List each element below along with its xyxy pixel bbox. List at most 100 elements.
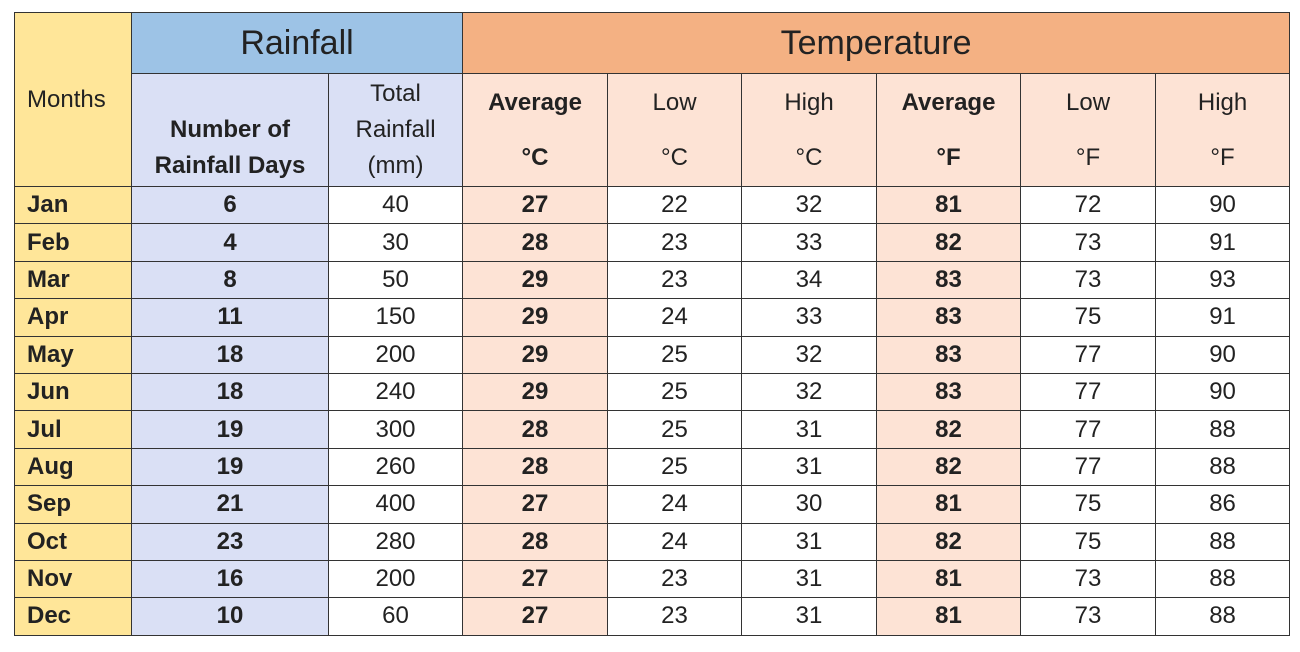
month-cell: Jul (14, 410, 132, 449)
data-cell: 73 (1020, 260, 1157, 300)
header-line: Low (1066, 89, 1111, 116)
data-cell: 18 (131, 372, 329, 412)
header-line: °F (1075, 144, 1101, 171)
data-cell: 32 (741, 335, 878, 374)
data-cell: 90 (1155, 372, 1291, 412)
data-cell: 75 (1020, 298, 1157, 337)
column-header: Low °F (1020, 73, 1157, 187)
data-cell: 30 (741, 485, 878, 524)
header-line: °C (521, 144, 549, 171)
header-line: °F (936, 144, 961, 171)
data-cell: 28 (462, 223, 609, 262)
table-row: May 18 200 29 25 32 83 77 90 (14, 335, 1291, 374)
data-cell: 19 (131, 447, 329, 487)
month-cell: Jan (14, 185, 132, 225)
table-row: Jun 18 240 29 25 32 83 77 90 (14, 372, 1291, 412)
column-header: Average °F (876, 73, 1022, 187)
data-cell: 27 (462, 485, 609, 524)
data-cell: 23 (607, 559, 743, 599)
data-cell: 16 (131, 559, 329, 599)
data-cell: 23 (607, 223, 743, 262)
data-cell: 11 (131, 298, 329, 337)
table-row: Apr 11 150 29 24 33 83 75 91 (14, 298, 1291, 337)
data-cell: 24 (607, 298, 743, 337)
data-cell: 73 (1020, 597, 1157, 636)
data-cell: 31 (741, 447, 878, 487)
column-header-row: Number of Rainfall Days Total Rainfall (mm) A… (15, 73, 1291, 187)
data-cell: 86 (1155, 485, 1291, 524)
table-row: Mar 8 50 29 23 34 83 73 93 (14, 260, 1291, 300)
data-cell: 82 (876, 447, 1022, 487)
data-cell: 90 (1155, 335, 1291, 374)
data-cell: 75 (1020, 485, 1157, 524)
data-cell: 150 (327, 298, 464, 337)
table-row: Feb 4 30 28 23 33 82 73 91 (14, 223, 1291, 262)
data-cell: 33 (741, 223, 878, 262)
data-cell: 33 (741, 298, 878, 337)
column-header: Total Rainfall (mm) (327, 73, 464, 187)
data-cell: 82 (876, 410, 1022, 449)
data-cell: 88 (1155, 410, 1291, 449)
data-cell: 81 (876, 485, 1022, 524)
data-cell: 25 (607, 410, 743, 449)
data-cell: 77 (1020, 447, 1157, 487)
data-cell: 280 (327, 522, 464, 561)
data-cell: 28 (462, 522, 609, 561)
header-line: °C (795, 144, 823, 171)
data-cell: 82 (876, 223, 1022, 262)
data-cell: 31 (741, 597, 878, 636)
data-cell: 93 (1155, 260, 1291, 300)
data-cell: 83 (876, 298, 1022, 337)
data-cell: 200 (327, 335, 464, 374)
header-line: (mm) (367, 152, 424, 179)
data-cell: 25 (607, 372, 743, 412)
table-row: Sep 21 400 27 24 30 81 75 86 (14, 485, 1291, 524)
month-cell: May (14, 335, 132, 374)
table-row: Jul 19 300 28 25 31 82 77 88 (14, 410, 1291, 449)
data-cell: 23 (607, 597, 743, 636)
data-cell: 28 (462, 410, 609, 449)
header-line: High (784, 89, 834, 116)
column-header: High °F (1155, 73, 1291, 187)
data-cell: 83 (876, 372, 1022, 412)
month-cell: Oct (14, 522, 132, 561)
header-line: Number of (170, 116, 290, 143)
months-header: Months (14, 12, 132, 187)
data-cell: 72 (1020, 185, 1157, 225)
data-cell: 4 (131, 223, 329, 262)
month-cell: Feb (14, 223, 132, 262)
data-cell: 22 (607, 185, 743, 225)
group-header-row: Months Rainfall Temperature (14, 12, 1291, 187)
data-cell: 91 (1155, 223, 1291, 262)
data-cell: 27 (462, 597, 609, 636)
month-cell: Dec (14, 597, 132, 636)
data-cell: 24 (607, 522, 743, 561)
data-cell: 77 (1020, 372, 1157, 412)
month-cell: Sep (14, 485, 132, 524)
month-cell: Apr (14, 298, 132, 337)
column-header: Number of Rainfall Days (131, 73, 329, 187)
data-cell: 31 (741, 559, 878, 599)
data-cell: 31 (741, 410, 878, 449)
data-cell: 40 (327, 185, 464, 225)
data-cell: 29 (462, 335, 609, 374)
data-cell: 21 (131, 485, 329, 524)
data-cell: 6 (131, 185, 329, 225)
header-line: Low (652, 89, 697, 116)
data-cell: 25 (607, 335, 743, 374)
data-cell: 300 (327, 410, 464, 449)
data-cell: 8 (131, 260, 329, 300)
data-cell: 24 (607, 485, 743, 524)
data-cell: 81 (876, 559, 1022, 599)
month-cell: Nov (14, 559, 132, 599)
table-row: Oct 23 280 28 24 31 82 75 88 (14, 522, 1291, 561)
column-header: Low °C (607, 73, 743, 187)
data-cell: 29 (462, 260, 609, 300)
header-line: Average (901, 89, 996, 116)
data-cell: 10 (131, 597, 329, 636)
data-cell: 83 (876, 335, 1022, 374)
data-cell: 75 (1020, 522, 1157, 561)
month-cell: Aug (14, 447, 132, 487)
month-cell: Jun (14, 372, 132, 412)
group-header: Rainfall (130, 12, 464, 74)
